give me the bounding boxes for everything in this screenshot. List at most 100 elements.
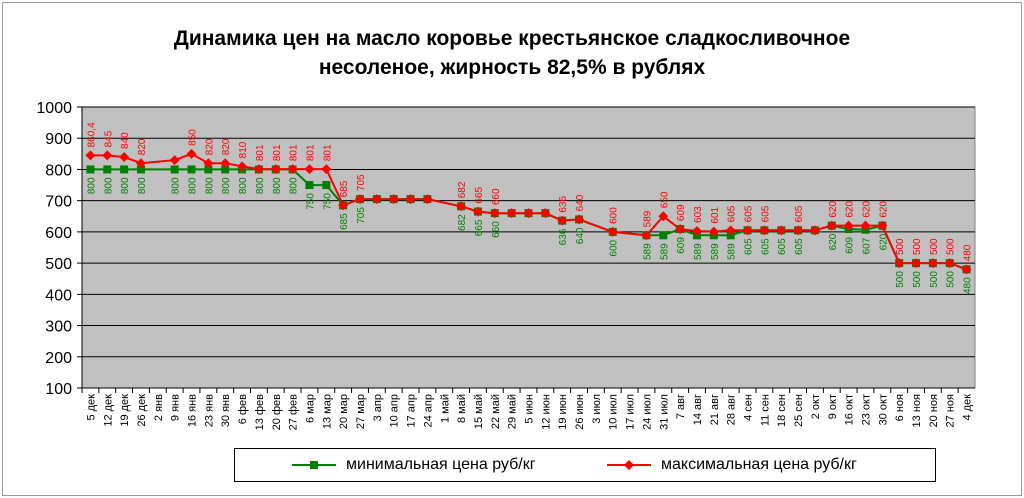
max-price-point — [675, 224, 686, 235]
max-price-point — [472, 206, 483, 217]
max-data-label: 500 — [895, 238, 906, 255]
max-price-point — [119, 151, 130, 162]
max-price-point — [355, 194, 366, 205]
min-price-point — [120, 165, 129, 174]
max-price-point — [607, 226, 618, 237]
max-price-point — [186, 148, 197, 159]
max-price-point — [944, 258, 955, 269]
min-data-label: 685 — [339, 213, 350, 230]
max-price-point — [725, 225, 736, 236]
max-data-label: 801 — [255, 144, 266, 161]
max-price-point — [776, 225, 787, 236]
x-tick-label: 14 авг — [692, 394, 704, 425]
min-data-label: 660 — [491, 221, 502, 238]
max-data-label: 500 — [929, 238, 940, 255]
x-tick-label: 16 окт — [844, 394, 856, 425]
max-data-label: 603 — [693, 206, 704, 223]
max-price-point — [641, 230, 652, 241]
max-data-label: 682 — [457, 181, 468, 198]
min-data-label: 800 — [204, 177, 215, 194]
x-tick-label: 27 мар — [355, 394, 367, 429]
x-tick-label: 2 окт — [810, 394, 822, 419]
x-tick-label: 13 мар — [321, 394, 333, 429]
x-tick-label: 31 июл — [658, 394, 670, 430]
x-tick-label: 22 май — [490, 394, 502, 429]
max-price-point — [742, 225, 753, 236]
y-tick-label: 800 — [45, 162, 72, 179]
max-data-label: 845 — [103, 130, 114, 147]
max-data-label: 620 — [828, 201, 839, 218]
min-data-label: 620 — [878, 233, 889, 250]
x-tick-label: 3 июл — [591, 394, 603, 424]
max-price-point — [658, 211, 669, 222]
max-data-label: 820 — [204, 138, 215, 155]
max-data-label: 665 — [474, 186, 485, 203]
x-tick-label: 26 дек — [136, 394, 148, 427]
max-data-label: 820 — [137, 138, 148, 155]
max-data-label: 820 — [221, 138, 232, 155]
min-data-label: 800 — [103, 177, 114, 194]
x-tick-label: 30 янв — [220, 394, 232, 427]
min-data-label: 500 — [912, 271, 923, 288]
max-price-point — [169, 155, 180, 166]
max-data-label: 601 — [710, 206, 721, 223]
x-tick-label: 13 фев — [254, 394, 266, 430]
max-data-label: 636 — [558, 196, 569, 213]
x-tick-label: 5 дек — [85, 394, 97, 421]
legend-item-min: минимальная цена руб/кг — [290, 449, 536, 481]
max-price-point — [927, 258, 938, 269]
min-data-label: 605 — [744, 238, 755, 255]
max-data-label: 620 — [861, 201, 872, 218]
max-price-point — [287, 164, 298, 175]
max-price-point — [793, 225, 804, 236]
min-data-label: 605 — [760, 238, 771, 255]
legend-max-marker-icon — [607, 460, 651, 470]
max-price-point — [270, 164, 281, 175]
max-price-point — [574, 214, 585, 225]
min-data-label: 589 — [710, 243, 721, 260]
min-data-label: 600 — [609, 239, 620, 256]
min-data-label: 607 — [861, 237, 872, 254]
x-tick-label: 17 июл — [625, 394, 637, 430]
x-tick-label: 11 сен — [759, 394, 771, 426]
legend-min-marker-icon — [292, 461, 336, 469]
x-tick-label: 12 июн — [540, 394, 552, 430]
max-data-label: 605 — [744, 205, 755, 222]
min-data-label: 750 — [305, 193, 316, 210]
x-tick-label: 29 май — [507, 394, 519, 429]
max-price-point — [338, 200, 349, 211]
legend: минимальная цена руб/кг максимальная цен… — [234, 448, 936, 482]
min-price-point — [322, 181, 331, 190]
max-price-point — [894, 258, 905, 269]
max-data-label: 589 — [642, 210, 653, 227]
y-tick-label: 400 — [45, 287, 72, 304]
min-data-label: 500 — [895, 271, 906, 288]
min-data-label: 800 — [86, 177, 97, 194]
min-data-label: 500 — [929, 271, 940, 288]
max-price-point — [708, 226, 719, 237]
x-tick-label: 9 окт — [827, 394, 839, 419]
max-data-label: 685 — [339, 180, 350, 197]
chart-title-line-1: Динамика цен на масло коровье крестьянск… — [173, 27, 851, 50]
max-data-label: 650 — [659, 191, 670, 208]
min-data-label: 800 — [289, 177, 300, 194]
max-price-point — [220, 158, 231, 169]
min-data-label: 636 — [558, 228, 569, 245]
max-price-point — [321, 164, 332, 175]
x-tick-label: 1 май — [439, 394, 451, 423]
max-data-label: 850 — [188, 129, 199, 146]
max-price-point — [506, 208, 517, 219]
max-price-point — [253, 164, 264, 175]
max-price-point — [456, 201, 467, 212]
y-tick-label: 600 — [45, 225, 72, 242]
x-tick-label: 20 ноя — [928, 394, 940, 427]
min-price-point — [221, 165, 230, 174]
max-data-label: 801 — [305, 144, 316, 161]
min-data-label: 800 — [238, 177, 249, 194]
x-tick-label: 21 авг — [709, 394, 721, 425]
max-data-label: 801 — [272, 144, 283, 161]
x-tick-label: 6 мар — [304, 394, 316, 423]
min-data-label: 682 — [457, 214, 468, 231]
min-price-point — [136, 165, 145, 174]
max-price-point — [237, 161, 248, 172]
